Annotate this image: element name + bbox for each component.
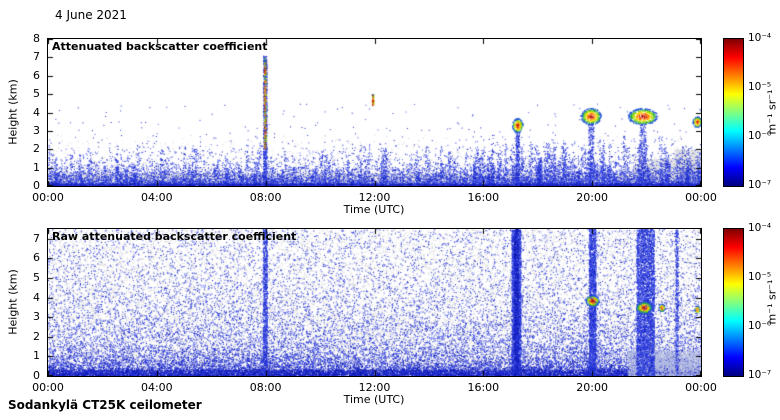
x-tick-label: 00:00 xyxy=(685,191,717,204)
x-tick-label: 00:00 xyxy=(32,191,64,204)
x-tick-label: 16:00 xyxy=(467,381,500,394)
raw-colorbar-unit-label: m⁻¹ sr⁻¹ xyxy=(765,279,779,325)
x-tick-label: 12:00 xyxy=(358,381,391,394)
raw-heatmap-canvas xyxy=(48,229,701,376)
x-tick-label: 08:00 xyxy=(249,191,282,204)
colorbar-tick-label: 10⁻⁴ xyxy=(748,222,772,234)
x-tick-label: 08:00 xyxy=(249,381,282,394)
y-tick-label: 4 xyxy=(33,105,40,119)
x-tick-label: 16:00 xyxy=(467,191,500,204)
attenuated-backscatter-plot: Attenuated backscatter coefficient xyxy=(47,38,702,187)
y-tick-label: 0 xyxy=(33,179,40,192)
raw-plot-title: Raw attenuated backscatter coefficient xyxy=(52,230,297,243)
x-tick-label: 04:00 xyxy=(140,381,173,394)
y-tick-label: 5 xyxy=(33,271,40,284)
y-tick-label: 6 xyxy=(33,251,40,265)
x-tick-label: 00:00 xyxy=(685,381,717,394)
x-tick-label: 00:00 xyxy=(32,381,64,394)
x-tick-label: 04:00 xyxy=(140,191,173,204)
raw-x-axis-label: Time (UTC) xyxy=(343,393,405,406)
x-tick-label: 12:00 xyxy=(358,191,391,204)
y-tick-label: 3 xyxy=(33,310,40,324)
y-tick-label: 4 xyxy=(33,290,40,304)
x-tick-label: 20:00 xyxy=(576,191,608,204)
colorbar-tick-label: 10⁻⁶ xyxy=(748,130,772,142)
y-tick-label: 7 xyxy=(33,50,40,64)
date-label: 4 June 2021 xyxy=(55,8,127,22)
raw-colorbar xyxy=(723,228,744,377)
colorbar-tick-label: 10⁻⁷ xyxy=(748,179,772,191)
colorbar-tick-label: 10⁻⁷ xyxy=(748,369,772,381)
colorbar-tick-label: 10⁻⁶ xyxy=(748,320,772,332)
y-tick-label: 1 xyxy=(33,160,40,174)
y-tick-label: 5 xyxy=(33,87,40,101)
y-tick-label: 7 xyxy=(33,231,40,245)
y-tick-label: 2 xyxy=(33,329,40,343)
colorbar-tick-label: 10⁻⁴ xyxy=(748,32,772,44)
attenuated-plot-title: Attenuated backscatter coefficient xyxy=(52,40,268,53)
y-tick-label: 0 xyxy=(33,369,40,382)
x-tick-label: 20:00 xyxy=(576,381,608,394)
y-tick-label: 6 xyxy=(33,68,40,82)
y-tick-label: 2 xyxy=(33,142,40,156)
attenuated-colorbar-unit-label: m⁻¹ sr⁻¹ xyxy=(765,89,779,135)
y-tick-label: 1 xyxy=(33,349,40,363)
attenuated-x-axis-label: Time (UTC) xyxy=(343,203,405,216)
raw-backscatter-plot: Raw attenuated backscatter coefficient xyxy=(47,228,702,377)
instrument-label: Sodankylä CT25K ceilometer xyxy=(8,398,202,412)
attenuated-heatmap-canvas xyxy=(48,39,701,186)
attenuated-colorbar xyxy=(723,38,744,187)
colorbar-tick-label: 10⁻⁵ xyxy=(748,81,772,93)
y-tick-label: 8 xyxy=(33,32,40,45)
y-tick-label: 3 xyxy=(33,123,40,137)
colorbar-tick-label: 10⁻⁵ xyxy=(748,271,772,283)
